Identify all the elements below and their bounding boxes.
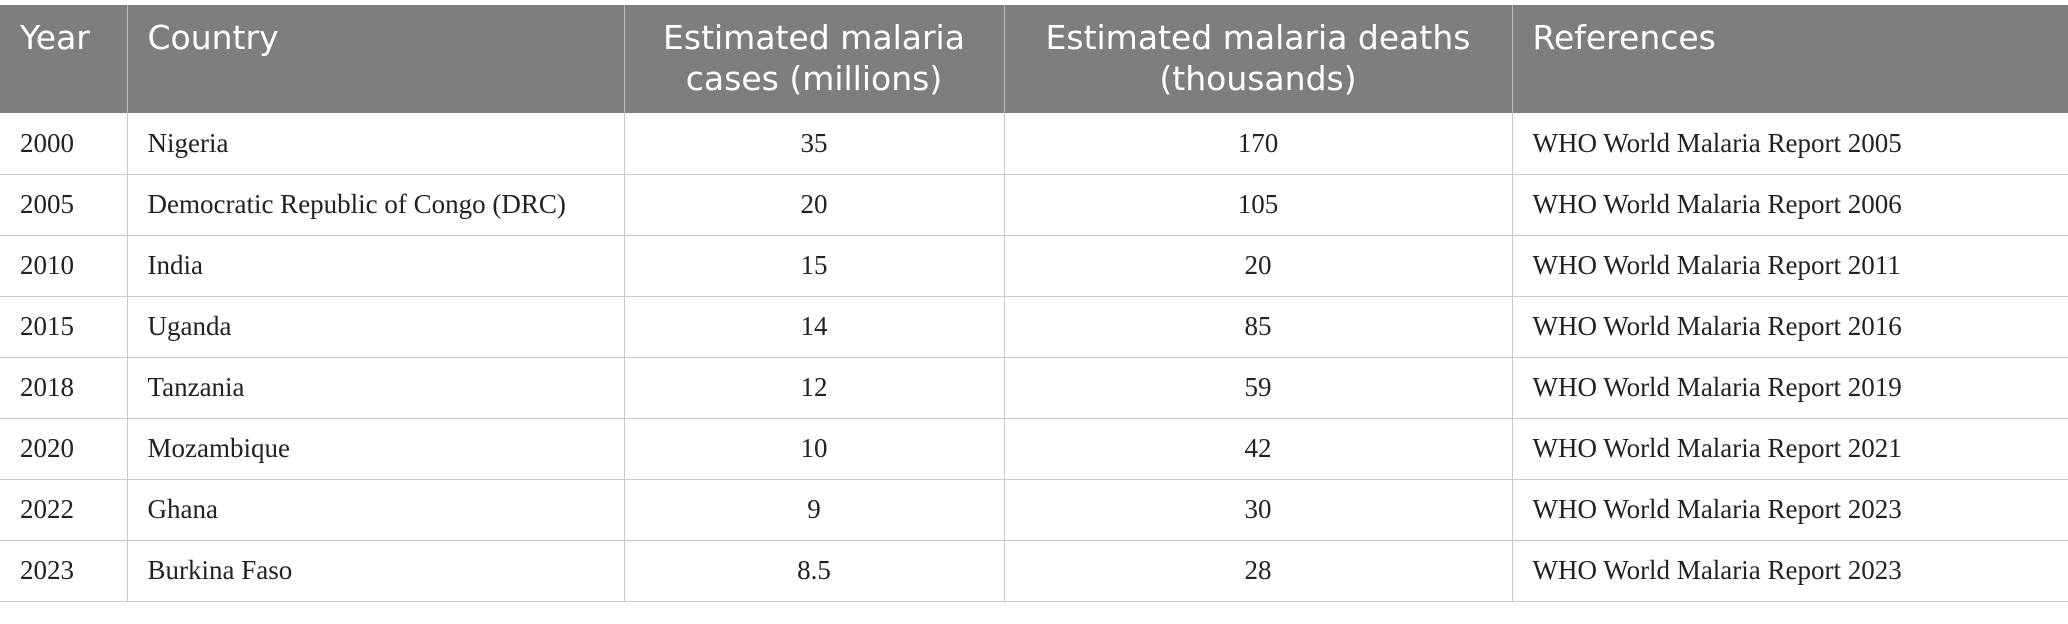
- cell-deaths: 59: [1003, 356, 1513, 419]
- cell-country: Mozambique: [126, 417, 625, 480]
- header-deaths: Estimated malaria deaths (thousands): [1003, 5, 1513, 113]
- cell-deaths: 105: [1003, 173, 1513, 236]
- cell-reference: WHO World Malaria Report 2023: [1511, 539, 2068, 602]
- cell-country: India: [126, 234, 625, 297]
- cell-cases: 14: [623, 295, 1005, 358]
- cell-deaths: 20: [1003, 234, 1513, 297]
- cell-country: Tanzania: [126, 356, 625, 419]
- cell-cases: 12: [623, 356, 1005, 419]
- cell-deaths: 28: [1003, 539, 1513, 602]
- cell-reference: WHO World Malaria Report 2021: [1511, 417, 2068, 480]
- cell-deaths: 85: [1003, 295, 1513, 358]
- cell-country: Ghana: [126, 478, 625, 541]
- cell-year: 2018: [0, 356, 128, 419]
- cell-reference: WHO World Malaria Report 2011: [1511, 234, 2068, 297]
- table-row: 2005 Democratic Republic of Congo (DRC) …: [0, 173, 2068, 236]
- cell-deaths: 170: [1003, 113, 1513, 175]
- header-row: Year Country Estimated malaria cases (mi…: [0, 5, 2068, 113]
- header-year: Year: [0, 5, 128, 113]
- cell-reference: WHO World Malaria Report 2016: [1511, 295, 2068, 358]
- cell-cases: 20: [623, 173, 1005, 236]
- malaria-table: Year Country Estimated malaria cases (mi…: [0, 5, 2068, 602]
- table-row: 2022 Ghana 9 30 WHO World Malaria Report…: [0, 478, 2068, 541]
- malaria-table-container: Year Country Estimated malaria cases (mi…: [0, 5, 2068, 602]
- cell-year: 2020: [0, 417, 128, 480]
- table-row: 2020 Mozambique 10 42 WHO World Malaria …: [0, 417, 2068, 480]
- table-row: 2015 Uganda 14 85 WHO World Malaria Repo…: [0, 295, 2068, 358]
- table-row: 2018 Tanzania 12 59 WHO World Malaria Re…: [0, 356, 2068, 419]
- cell-reference: WHO World Malaria Report 2005: [1511, 113, 2068, 175]
- cell-reference: WHO World Malaria Report 2023: [1511, 478, 2068, 541]
- cell-cases: 15: [623, 234, 1005, 297]
- cell-year: 2023: [0, 539, 128, 602]
- cell-year: 2005: [0, 173, 128, 236]
- cell-deaths: 30: [1003, 478, 1513, 541]
- cell-cases: 35: [623, 113, 1005, 175]
- cell-country: Democratic Republic of Congo (DRC): [126, 173, 625, 236]
- cell-deaths: 42: [1003, 417, 1513, 480]
- cell-year: 2015: [0, 295, 128, 358]
- header-country: Country: [126, 5, 625, 113]
- table-body: 2000 Nigeria 35 170 WHO World Malaria Re…: [0, 113, 2068, 602]
- cell-reference: WHO World Malaria Report 2019: [1511, 356, 2068, 419]
- cell-year: 2022: [0, 478, 128, 541]
- table-row: 2023 Burkina Faso 8.5 28 WHO World Malar…: [0, 539, 2068, 602]
- cell-cases: 9: [623, 478, 1005, 541]
- header-cases: Estimated malaria cases (millions): [623, 5, 1005, 113]
- table-header: Year Country Estimated malaria cases (mi…: [0, 5, 2068, 113]
- table-row: 2000 Nigeria 35 170 WHO World Malaria Re…: [0, 113, 2068, 175]
- cell-year: 2000: [0, 113, 128, 175]
- cell-year: 2010: [0, 234, 128, 297]
- cell-country: Nigeria: [126, 113, 625, 175]
- cell-cases: 8.5: [623, 539, 1005, 602]
- cell-cases: 10: [623, 417, 1005, 480]
- table-row: 2010 India 15 20 WHO World Malaria Repor…: [0, 234, 2068, 297]
- cell-country: Uganda: [126, 295, 625, 358]
- cell-reference: WHO World Malaria Report 2006: [1511, 173, 2068, 236]
- header-references: References: [1511, 5, 2068, 113]
- cell-country: Burkina Faso: [126, 539, 625, 602]
